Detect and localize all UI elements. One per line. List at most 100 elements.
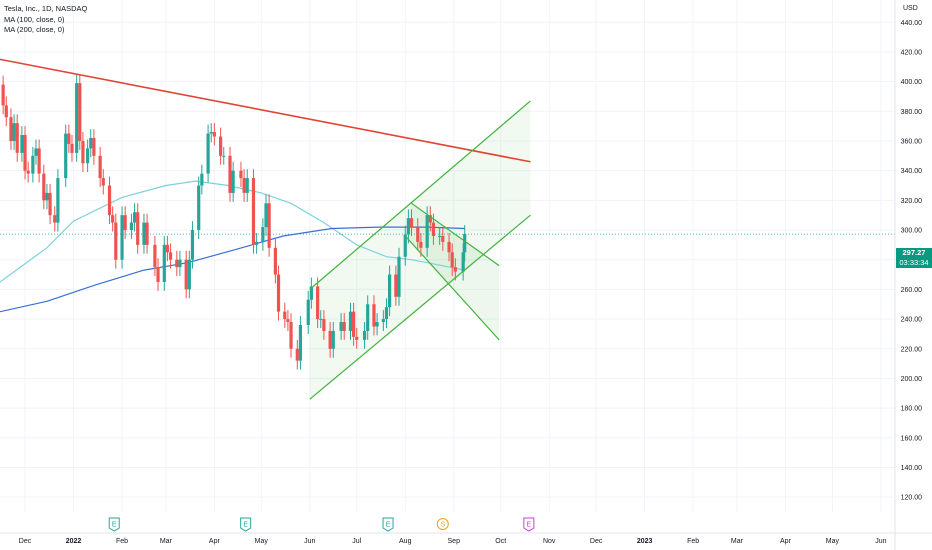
- event-marker: E: [240, 517, 252, 532]
- event-label: E: [243, 522, 248, 529]
- candle-body: [37, 148, 41, 174]
- candle-body: [342, 322, 346, 331]
- candle-body: [381, 319, 385, 323]
- legend-ma100[interactable]: MA (100, close, 0): [4, 14, 65, 24]
- candle-body: [86, 148, 90, 164]
- time-tick-label: Jun: [875, 538, 886, 545]
- candle-body: [175, 259, 179, 268]
- candle-body: [67, 133, 71, 144]
- earnings-icon: [108, 517, 120, 532]
- candle-body: [348, 311, 353, 331]
- candle-body: [428, 215, 432, 223]
- candle-body: [431, 222, 436, 236]
- candle-body: [261, 227, 265, 242]
- candle-body: [319, 319, 323, 321]
- drawings[interactable]: [0, 58, 895, 400]
- candle-body: [45, 192, 49, 201]
- candle-body: [453, 267, 457, 272]
- time-tick-label: Oct: [495, 538, 506, 545]
- candle-body: [190, 230, 195, 260]
- candle-body: [9, 117, 13, 141]
- candle-body: [366, 304, 370, 331]
- legend-ma200[interactable]: MA (200, close, 0): [4, 25, 65, 34]
- candle-body: [322, 319, 326, 331]
- candle-body: [187, 259, 191, 290]
- bar-countdown-label: 03:33:34: [896, 258, 932, 268]
- price-tick-label: 140.00: [901, 465, 923, 472]
- time-tick-label: Apr: [780, 538, 792, 545]
- candle-body: [23, 135, 27, 171]
- legend-symbol[interactable]: Tesla, Inc., 1D, NASDAQ: [4, 4, 88, 13]
- candle-body: [156, 267, 160, 282]
- ma100-line: [0, 180, 465, 283]
- candle-body: [78, 83, 82, 141]
- currency-label[interactable]: USD: [903, 5, 918, 12]
- candle-body: [184, 259, 188, 290]
- price-tick-label: 400.00: [901, 79, 923, 86]
- candle-body: [111, 215, 115, 223]
- candle-body: [120, 215, 124, 260]
- event-marker: E: [382, 517, 394, 532]
- candle-body: [168, 252, 173, 260]
- price-tick-label: 240.00: [901, 317, 923, 324]
- event-label: S: [440, 522, 445, 529]
- candle-body: [375, 322, 379, 327]
- time-tick-label: Apr: [209, 538, 221, 545]
- candle-body: [295, 348, 299, 361]
- candle-body: [309, 286, 313, 300]
- moving-averages: [0, 180, 465, 313]
- candle-body: [75, 83, 79, 153]
- time-tick-label: Jun: [304, 538, 315, 545]
- price-tick-label: 380.00: [901, 109, 923, 116]
- price-axis[interactable]: 120.00 140.00 160.00 180.00 200.00 220.00 240.…: [894, 0, 923, 550]
- earnings-icon: [382, 517, 394, 532]
- candle-body: [251, 178, 256, 245]
- time-tick-label: Dec: [590, 538, 603, 545]
- candle-body: [286, 319, 290, 323]
- candle-body: [463, 234, 467, 253]
- candle-body: [31, 155, 35, 174]
- price-tick-label: 220.00: [901, 346, 923, 353]
- price-tick-label: 340.00: [901, 168, 923, 175]
- time-tick-label: Dec: [19, 538, 32, 545]
- candle-body: [42, 173, 46, 201]
- candle-body: [316, 286, 320, 320]
- candle-body: [409, 218, 414, 228]
- candle-body: [331, 330, 335, 349]
- candle-body: [394, 274, 398, 297]
- candle-body: [153, 244, 157, 268]
- time-tick-label: Feb: [687, 538, 699, 545]
- last-price-label: 297.27: [896, 248, 932, 258]
- candle-body: [283, 311, 287, 320]
- descending-channel-upper: [411, 202, 500, 267]
- time-tick-label: 2022: [66, 538, 82, 545]
- candle-body: [388, 274, 392, 308]
- candle-body: [362, 330, 367, 340]
- event-marker: E: [523, 517, 535, 532]
- time-axis[interactable]: Dec 2022 Feb Mar Apr May Jun Jul Aug Sep Oct Nov Dec…: [0, 532, 932, 545]
- event-label: E: [386, 522, 391, 529]
- candle-body: [4, 105, 8, 118]
- time-tick-label: Feb: [116, 538, 128, 545]
- candle-body: [328, 330, 332, 349]
- candle-body: [403, 234, 407, 257]
- price-tick-label: 120.00: [901, 495, 923, 502]
- ma200-line: [0, 226, 465, 313]
- candle-body: [15, 123, 19, 153]
- price-tick-label: 320.00: [901, 198, 923, 205]
- candle-body: [298, 325, 303, 361]
- time-tick-label: 2023: [637, 538, 653, 545]
- candle-body: [447, 241, 451, 253]
- candle-body: [212, 132, 216, 137]
- time-tick-label: May: [826, 538, 840, 545]
- candle-body: [56, 178, 60, 223]
- candle-body: [20, 135, 24, 153]
- event-label: E: [112, 522, 117, 529]
- candle-body: [178, 259, 182, 268]
- price-tick-label: 200.00: [901, 376, 923, 383]
- candle-body: [53, 215, 57, 223]
- candle-body: [136, 212, 140, 245]
- candle-body: [107, 185, 112, 216]
